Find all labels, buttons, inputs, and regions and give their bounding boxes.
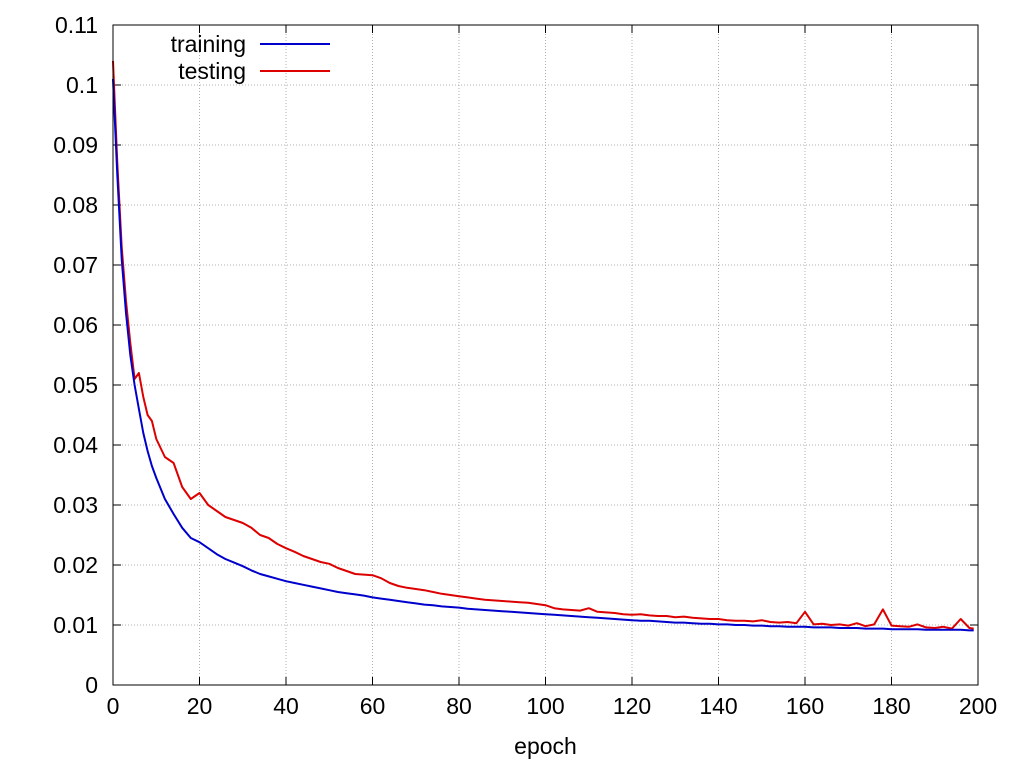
y-tick-label: 0.03 xyxy=(53,492,98,518)
y-tick-label: 0 xyxy=(85,672,98,698)
y-tick-label: 0.04 xyxy=(53,432,98,458)
x-axis-label: epoch xyxy=(514,733,577,759)
y-tick-label: 0.11 xyxy=(55,12,98,38)
x-tick-label: 180 xyxy=(872,693,910,719)
x-tick-label: 40 xyxy=(273,693,299,719)
series-line-training xyxy=(112,78,974,632)
y-tick-label: 0.05 xyxy=(53,372,98,398)
x-tick-label: 200 xyxy=(959,693,997,719)
y-tick-label: 0.06 xyxy=(53,312,98,338)
x-tick-label: 60 xyxy=(360,693,386,719)
x-tick-label: 140 xyxy=(699,693,737,719)
x-tick-label: 20 xyxy=(187,693,213,719)
series-layer xyxy=(112,60,974,632)
tick-labels: 0 20 40 60 80 100 120 140 160 180 200 0 0.01 0.02 0.03… xyxy=(53,12,997,719)
x-tick-label: 80 xyxy=(446,693,472,719)
x-tick-label: 100 xyxy=(526,693,564,719)
y-tick-label: 0.01 xyxy=(53,612,98,638)
x-tick-label: 0 xyxy=(107,693,120,719)
grid-lines xyxy=(113,25,978,685)
y-tick-label: 0.08 xyxy=(53,192,98,218)
legend-label-testing: testing xyxy=(178,58,246,84)
y-tick-label: 0.02 xyxy=(53,552,98,578)
legend-label-training: training xyxy=(171,31,246,57)
y-tick-label: 0.1 xyxy=(66,72,98,98)
plot-frame xyxy=(112,24,979,686)
x-tick-label: 120 xyxy=(613,693,651,719)
y-tick-label: 0.07 xyxy=(53,252,98,278)
y-tick-label: 0.09 xyxy=(53,132,98,158)
x-tick-label: 160 xyxy=(786,693,824,719)
series-line-testing xyxy=(112,60,974,630)
